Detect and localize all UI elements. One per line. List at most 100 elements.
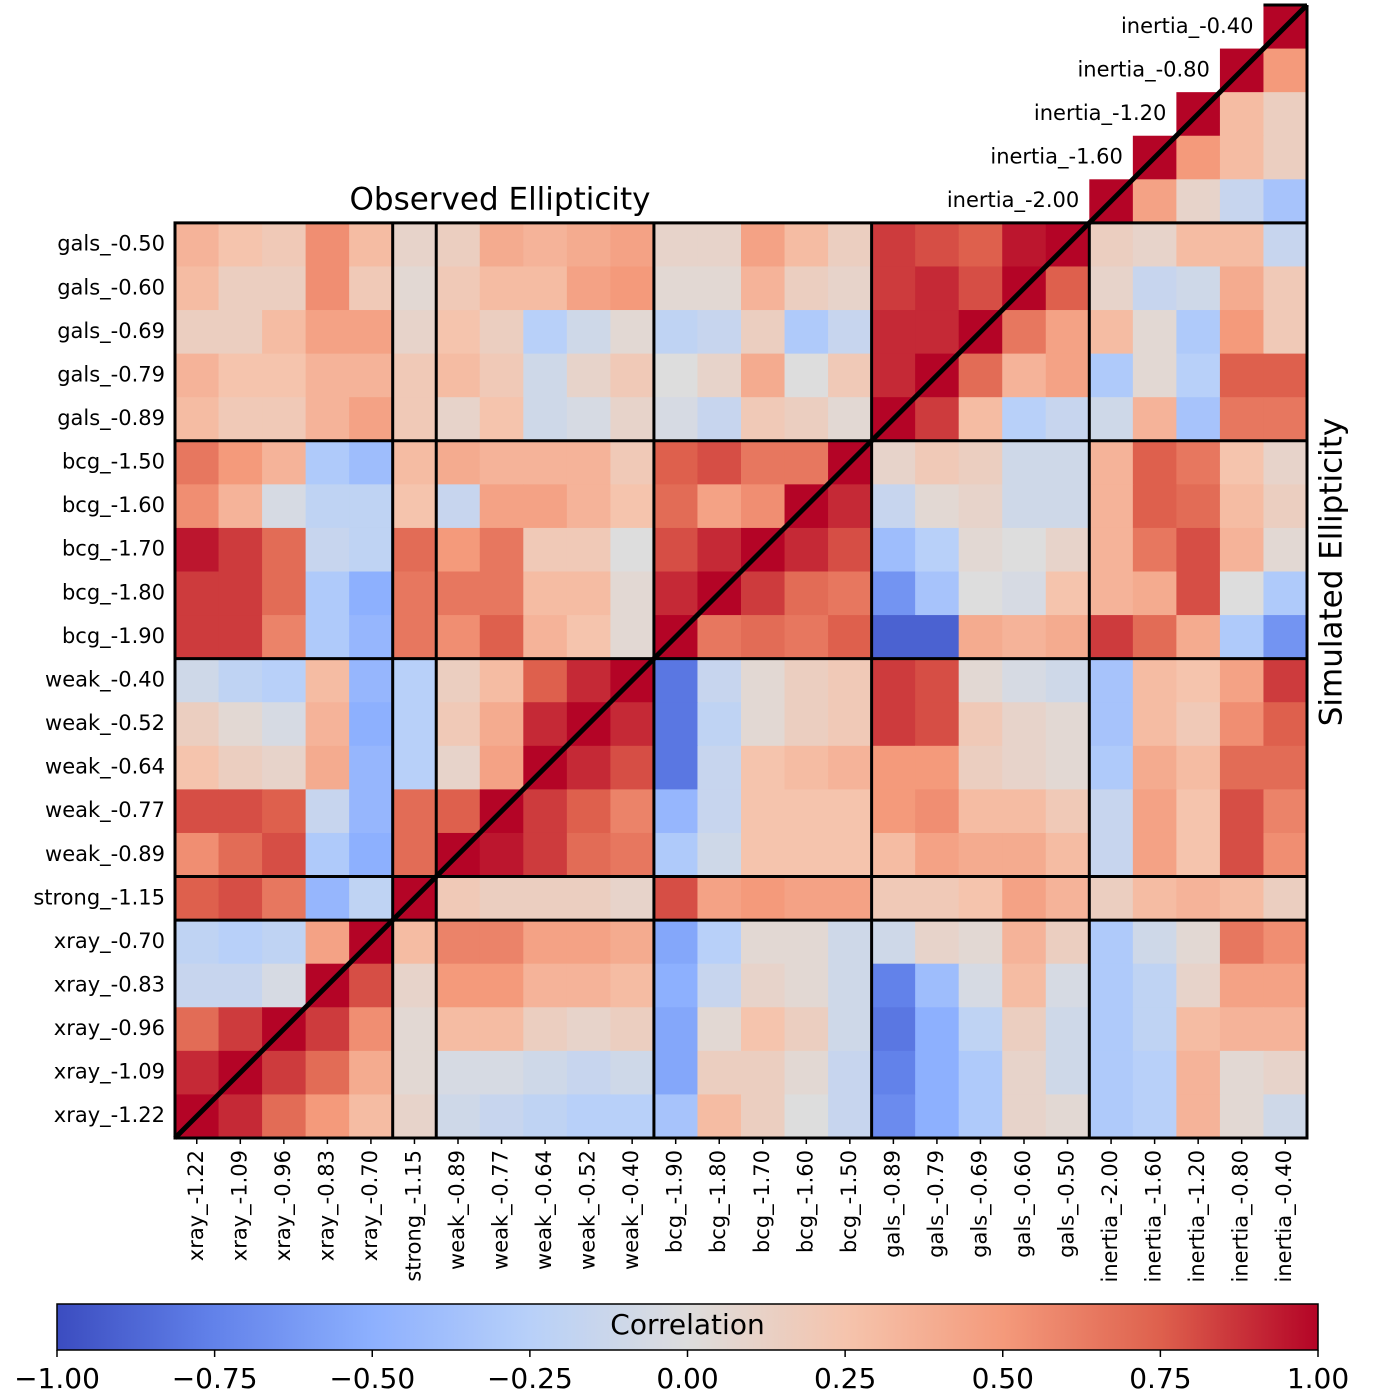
heatmap-cell: [1089, 310, 1134, 355]
heatmap-cell: [262, 963, 307, 1008]
heatmap-cell: [1002, 527, 1047, 572]
heatmap-cell: [523, 963, 568, 1008]
heatmap-cell: [1089, 615, 1134, 660]
heatmap-cell: [1045, 920, 1090, 965]
heatmap-cell: [218, 702, 263, 747]
heatmap-cell: [958, 440, 1003, 485]
heatmap-cell: [1219, 310, 1264, 355]
heatmap-cell: [741, 310, 786, 355]
heatmap-cell: [697, 527, 742, 572]
heatmap-cell: [958, 615, 1003, 660]
x-tick-label: xray_-1.09: [227, 1150, 252, 1261]
heatmap-cell: [479, 440, 524, 485]
heatmap-cell: [1176, 615, 1221, 660]
heatmap-cell: [1176, 789, 1221, 834]
heatmap-cell: [218, 1094, 263, 1139]
heatmap-cell: [741, 832, 786, 878]
x-tick-label: bcg_-1.70: [750, 1150, 775, 1253]
heatmap-cell: [653, 353, 698, 398]
heatmap-cell: [436, 745, 481, 790]
heatmap-cell: [349, 876, 394, 921]
heatmap-cell: [828, 920, 873, 965]
heatmap-cell: [1089, 571, 1134, 616]
heatmap-cell: [349, 789, 394, 834]
heatmap-cell: [1219, 266, 1264, 311]
heatmap-cell: [392, 615, 437, 660]
heatmap-cell: [1176, 702, 1221, 747]
heatmap-cell: [871, 1007, 916, 1052]
heatmap-cell: [915, 222, 960, 267]
heatmap-cell: [828, 702, 873, 747]
heatmap-cell: [741, 440, 786, 485]
heatmap-cell: [262, 310, 307, 355]
heatmap-cell: [436, 658, 481, 703]
heatmap-cell: [1176, 658, 1221, 703]
heatmap-cell: [915, 266, 960, 311]
heatmap-cell: [958, 571, 1003, 616]
heatmap-cell: [1219, 702, 1264, 747]
heatmap-cell: [349, 745, 394, 790]
heatmap-cell: [1002, 1007, 1047, 1052]
heatmap-cell: [175, 1007, 220, 1052]
heatmap-cell: [610, 266, 655, 311]
heatmap-cell: [958, 397, 1003, 442]
x-tick-label: gals_-0.60: [1011, 1150, 1036, 1258]
heatmap-cell: [741, 963, 786, 1008]
heatmap-cell: [1089, 1007, 1134, 1052]
heatmap-cell: [871, 484, 916, 529]
heatmap-cell: [958, 1007, 1003, 1052]
heatmap-cell: [828, 1050, 873, 1095]
heatmap-cell: [653, 222, 698, 267]
heatmap-cell: [1132, 397, 1177, 442]
heatmap-cell: [1263, 745, 1308, 790]
heatmap-cell: [436, 527, 481, 572]
heatmap-cell: [523, 310, 568, 355]
heatmap-cell: [1263, 1094, 1308, 1139]
heatmap-cell: [1045, 397, 1090, 442]
heatmap-cell: [1176, 876, 1221, 921]
heatmap-cell: [1002, 484, 1047, 529]
heatmap-cell: [828, 571, 873, 616]
heatmap-cell: [828, 266, 873, 311]
heatmap-cell: [1132, 832, 1177, 878]
y-tick-label: xray_-0.70: [54, 929, 165, 954]
heatmap-cell: [653, 571, 698, 616]
heatmap-cell: [871, 963, 916, 1008]
heatmap-cell: [479, 832, 524, 878]
heatmap-cell: [479, 876, 524, 921]
heatmap-cell: [436, 310, 481, 355]
heatmap-cell: [784, 745, 829, 790]
heatmap-cell: [1132, 440, 1177, 485]
heatmap-cell: [218, 963, 263, 1008]
heatmap-cell: [828, 789, 873, 834]
y-tick-label: gals_-0.60: [57, 275, 165, 300]
heatmap-cell: [1089, 702, 1134, 747]
heatmap-cell: [1002, 571, 1047, 616]
heatmap-cell: [566, 527, 611, 572]
colorbar-tick-label: 0.25: [814, 1362, 876, 1395]
heatmap-cell: [349, 484, 394, 529]
colorbar-tick-label: 1.00: [1287, 1362, 1349, 1395]
heatmap-cell: [871, 353, 916, 398]
heatmap-cell: [349, 222, 394, 267]
x-tick-label: bcg_-1.80: [706, 1150, 731, 1253]
heatmap-cell: [1089, 353, 1134, 398]
heatmap-cell: [1045, 571, 1090, 616]
heatmap-cell: [1089, 484, 1134, 529]
heatmap-cell: [262, 745, 307, 790]
heatmap-cell: [436, 615, 481, 660]
heatmap-cell: [653, 1050, 698, 1095]
heatmap-cell: [305, 527, 350, 572]
heatmap-cell: [566, 484, 611, 529]
heatmap-cell: [697, 876, 742, 921]
heatmap-cell: [305, 615, 350, 660]
y-tick-label: weak_-0.64: [45, 755, 165, 780]
heatmap-cell: [1045, 702, 1090, 747]
heatmap-cell: [1219, 135, 1264, 180]
y-tick-label: xray_-0.96: [54, 1016, 165, 1041]
y-tick-label: inertia_-0.40: [1121, 14, 1253, 39]
heatmap-cell: [566, 222, 611, 267]
heatmap-cell: [566, 920, 611, 965]
heatmap-cell: [1263, 353, 1308, 398]
heatmap-cell: [392, 266, 437, 311]
